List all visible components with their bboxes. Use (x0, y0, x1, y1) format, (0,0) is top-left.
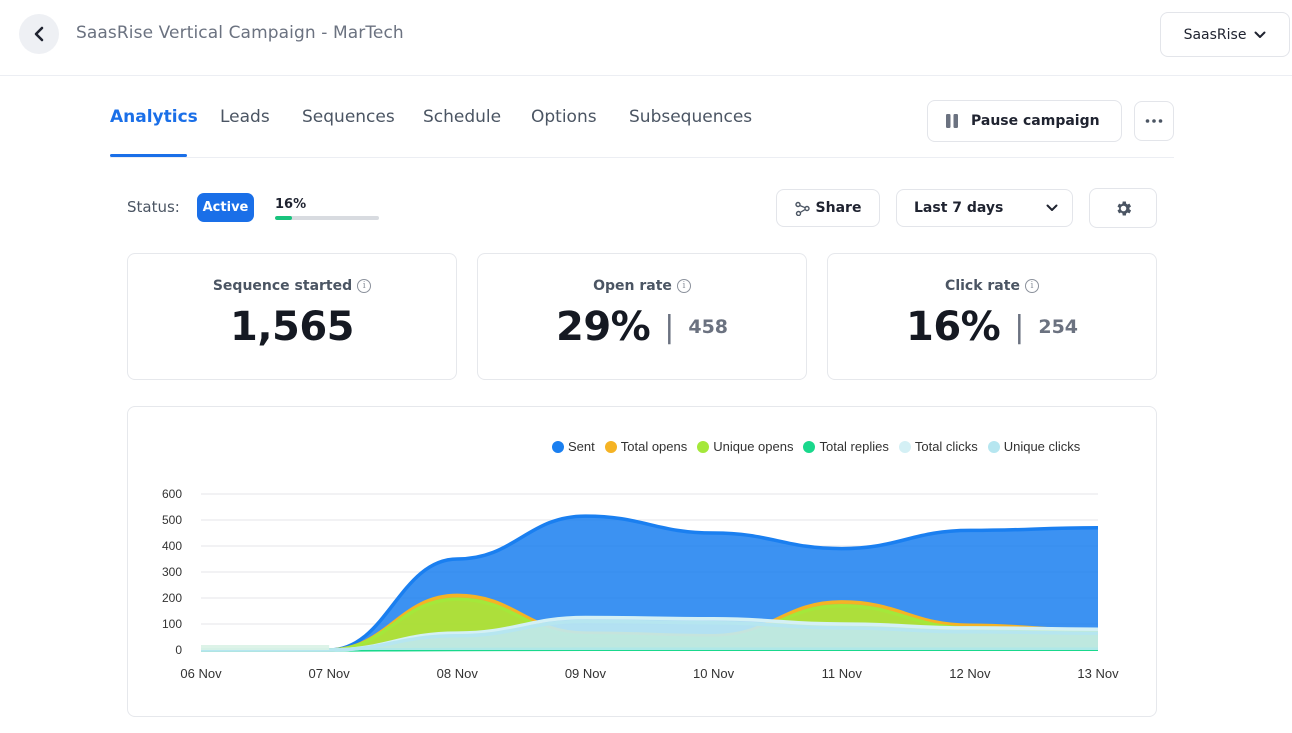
value-separator: | (1014, 309, 1025, 345)
legend-label: Total clicks (914, 439, 978, 454)
x-tick-label: 09 Nov (565, 666, 607, 681)
sequence-started-card: Sequence started i 1,565 (127, 253, 457, 380)
legend-dot (803, 440, 816, 453)
click-count: 254 (1038, 316, 1079, 338)
chevron-down-icon (1046, 204, 1058, 211)
progress-percent: 16% (275, 197, 307, 212)
workspace-name: SaasRise (1183, 26, 1247, 43)
legend-item[interactable]: Total clicks (898, 439, 978, 454)
back-button[interactable] (19, 14, 59, 54)
more-options-button[interactable] (1134, 101, 1174, 141)
info-icon[interactable]: i (357, 279, 372, 293)
legend-label: Total opens (620, 439, 688, 454)
date-range-select[interactable]: Last 7 days (896, 189, 1073, 227)
status-label: Status: (127, 198, 180, 216)
legend-item[interactable]: Total opens (604, 439, 688, 454)
sequence-started-value: 1,565 (229, 304, 355, 350)
y-tick-label: 600 (162, 487, 182, 501)
campaign-title: SaasRise Vertical Campaign - MarTech (76, 23, 404, 43)
legend-dot (552, 440, 564, 453)
tab-subsequences[interactable]: Subsequences (629, 107, 753, 127)
tab-leads[interactable]: Leads (220, 107, 270, 127)
pause-campaign-label: Pause campaign (971, 113, 1100, 129)
open-rate-label: Open rate (593, 278, 672, 294)
progress-bar-fill (275, 216, 292, 220)
legend-item[interactable]: Sent (552, 439, 595, 454)
x-tick-label: 10 Nov (693, 666, 735, 681)
share-button[interactable]: Share (776, 189, 880, 227)
legend-dot (604, 440, 617, 453)
click-rate-label: Click rate (945, 278, 1020, 294)
legend-label: Unique clicks (1003, 439, 1081, 454)
share-icon (794, 201, 810, 216)
tab-schedule[interactable]: Schedule (423, 107, 502, 127)
open-count: 458 (688, 316, 729, 338)
date-range-value: Last 7 days (914, 200, 1004, 216)
chevron-left-icon (34, 26, 44, 42)
y-tick-label: 400 (162, 539, 182, 553)
tab-options[interactable]: Options (531, 107, 597, 127)
tab-analytics[interactable]: Analytics (110, 107, 198, 127)
chart-legend: Sent Total opens Unique opens Total replies… (552, 439, 1090, 454)
y-tick-label: 100 (162, 617, 182, 631)
x-tick-label: 06 Nov (180, 666, 222, 681)
active-tab-indicator (110, 154, 187, 157)
legend-label: Sent (568, 439, 595, 454)
legend-item[interactable]: Unique opens (697, 439, 793, 454)
y-tick-label: 200 (162, 591, 182, 605)
workspace-dropdown[interactable]: SaasRise (1160, 12, 1290, 57)
open-rate-value: 29% (555, 304, 651, 350)
chevron-down-icon (1254, 31, 1266, 38)
legend-label: Unique opens (713, 439, 794, 454)
top-bar: SaasRise Vertical Campaign - MarTech Saa… (0, 0, 1292, 76)
value-separator: | (664, 309, 675, 345)
x-tick-label: 11 Nov (822, 666, 863, 681)
open-rate-card: Open rate i 29% | 458 (477, 253, 807, 380)
y-tick-label: 300 (162, 565, 182, 579)
y-tick-label: 500 (162, 513, 182, 527)
info-icon[interactable]: i (676, 279, 691, 293)
sequence-started-label: Sequence started (212, 278, 353, 294)
tab-sequences[interactable]: Sequences (302, 107, 395, 127)
series-line (200, 619, 1099, 652)
tabs-divider (110, 157, 1174, 158)
legend-item[interactable]: Unique clicks (987, 439, 1081, 454)
baseline-band (201, 645, 330, 650)
share-label: Share (815, 200, 862, 216)
pause-campaign-button[interactable]: Pause campaign (927, 100, 1122, 142)
more-horizontal-icon (1145, 119, 1163, 123)
chart-settings-button[interactable] (1089, 188, 1157, 228)
click-rate-card: Click rate i 16% | 254 (827, 253, 1157, 380)
legend-dot (987, 440, 1000, 453)
legend-item[interactable]: Total replies (803, 439, 889, 454)
status-badge: Active (197, 193, 254, 222)
x-tick-label: 07 Nov (309, 666, 351, 681)
legend-label: Total replies (819, 439, 889, 454)
info-icon[interactable]: i (1024, 279, 1039, 293)
x-tick-label: 13 Nov (1077, 666, 1119, 681)
progress-bar (275, 216, 379, 220)
click-rate-value: 16% (905, 304, 1001, 350)
y-tick-label: 0 (175, 643, 182, 657)
gear-icon (1116, 201, 1131, 215)
pause-icon (946, 114, 958, 128)
legend-dot (898, 440, 911, 453)
x-tick-label: 08 Nov (437, 666, 479, 681)
legend-dot (697, 440, 710, 453)
x-tick-label: 12 Nov (949, 666, 991, 681)
